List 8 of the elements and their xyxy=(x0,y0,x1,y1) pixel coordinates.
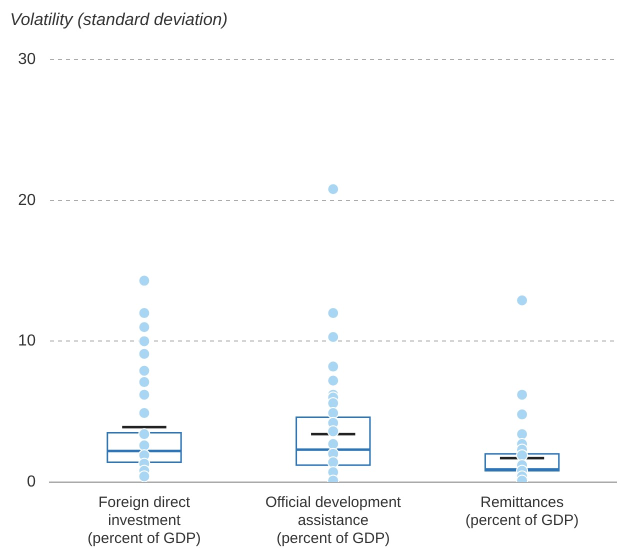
y-tick-label: 10 xyxy=(18,332,36,350)
y-axis-title: Volatility (standard deviation) xyxy=(10,10,228,30)
y-tick-label: 20 xyxy=(18,192,36,209)
x-tick-label: Official development assistance (percent of GDP) xyxy=(265,494,402,548)
y-tick-label: 0 xyxy=(26,473,36,490)
x-tick-label: Foreign direct investment (percent of GDP) xyxy=(88,494,201,548)
x-tick-label: Remittances (percent of GDP) xyxy=(465,494,579,530)
y-tick-label: 30 xyxy=(18,51,36,68)
